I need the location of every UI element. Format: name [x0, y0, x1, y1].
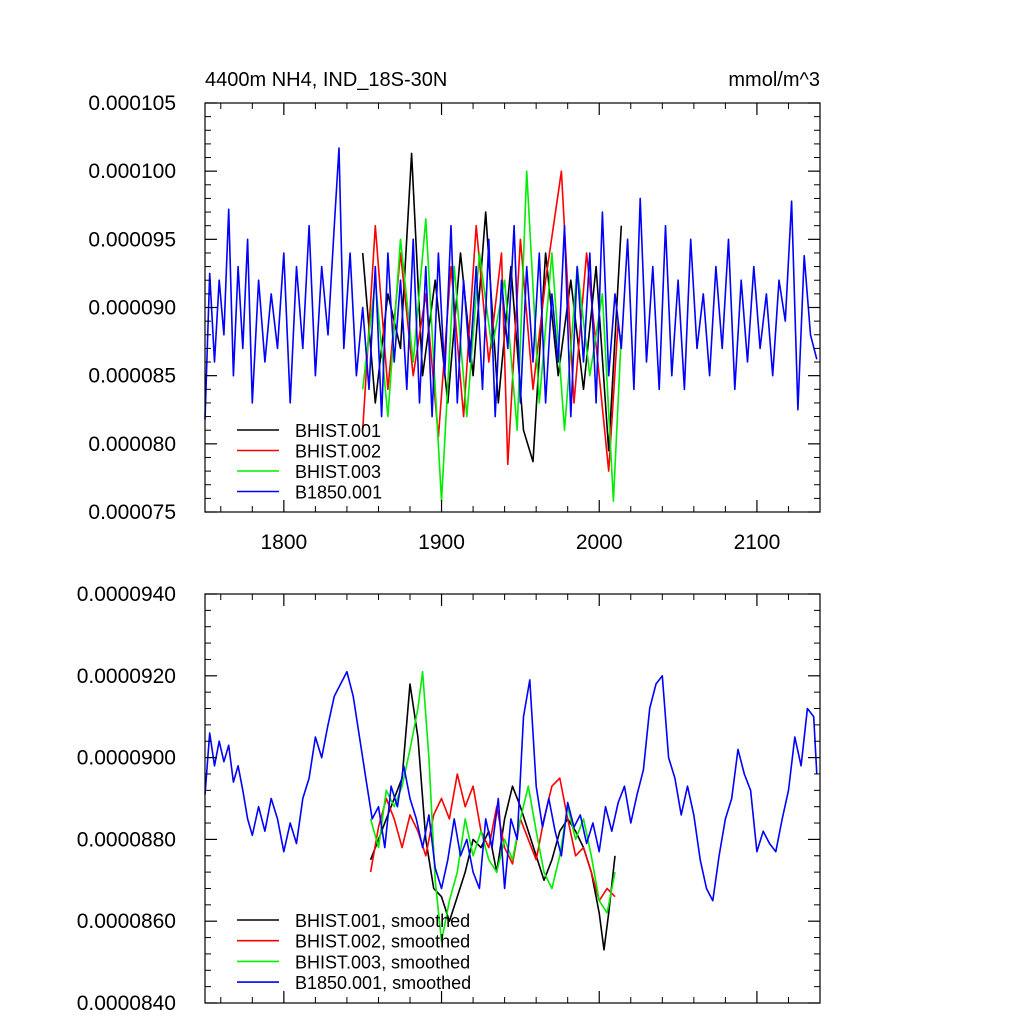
x-tick-label: 1800 — [260, 531, 307, 554]
y-tick-label: 0.0000860 — [77, 910, 176, 933]
series-line-2 — [361, 170, 619, 472]
y-tick-label: 0.000105 — [88, 92, 176, 115]
y-tick-label: 0.0000880 — [77, 828, 176, 851]
y-tick-label: 0.000100 — [88, 160, 176, 183]
chart-units: mmol/m^3 — [728, 69, 820, 91]
series-line-1 — [369, 683, 616, 951]
y-tick-label: 0.000090 — [88, 297, 176, 320]
y-tick-label: 0.000075 — [88, 501, 176, 524]
legend-label: BHIST.001 — [295, 421, 381, 441]
series-line-4 — [204, 147, 818, 420]
y-tick-label: 0.000080 — [88, 433, 176, 456]
y-tick-label: 0.0000900 — [77, 747, 176, 770]
legend-label: B1850.001, smoothed — [295, 973, 471, 993]
chart-title: 4400m NH4, IND_18S-30N — [205, 69, 447, 91]
x-tick-label: 1900 — [418, 531, 465, 554]
legend-label: B1850.001 — [295, 483, 382, 503]
series-line-3 — [369, 670, 616, 943]
legend-label: BHIST.003, smoothed — [295, 952, 470, 972]
series-line-4 — [204, 670, 818, 902]
series-line-3 — [361, 170, 623, 502]
legend-label: BHIST.002, smoothed — [295, 932, 470, 952]
plot-frame — [204, 593, 821, 1004]
y-tick-label: 0.0000840 — [77, 992, 176, 1015]
y-tick-label: 0.0000940 — [77, 583, 176, 606]
chart-top: 4400m NH4, IND_18S-30N mmol/m^3 1800 1900… — [88, 69, 821, 554]
legend-label: BHIST.001, smoothed — [295, 911, 470, 931]
chart-bottom: 0.0000840 0.0000860 0.0000880 0.0000900 0.00… — [77, 583, 821, 1015]
y-tick-label: 0.000095 — [88, 228, 176, 251]
y-tick-label: 0.0000920 — [77, 665, 176, 688]
legend-label: BHIST.002 — [295, 442, 381, 462]
x-tick-label: 2100 — [734, 531, 781, 554]
x-tick-label: 2000 — [576, 531, 623, 554]
y-tick-label: 0.000085 — [88, 365, 176, 388]
series-line-2 — [369, 773, 616, 902]
legend-label: BHIST.003 — [295, 462, 381, 482]
